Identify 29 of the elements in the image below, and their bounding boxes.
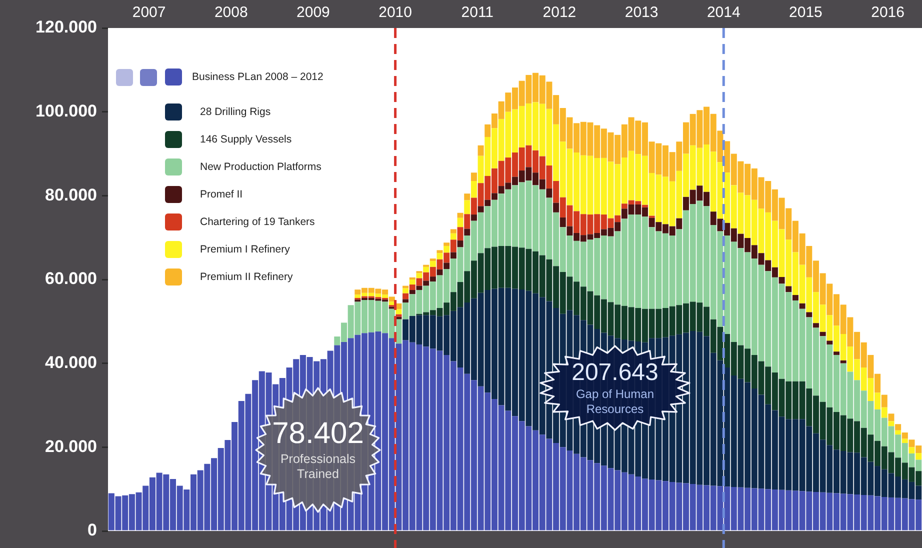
y-tick-label: 60.000 xyxy=(45,269,97,288)
legend-label: Business PLan 2008 – 2012 xyxy=(192,70,324,83)
legend-label: Chartering of 19 Tankers xyxy=(200,216,315,228)
legend-label: Premium II Refinery xyxy=(200,270,294,283)
legend-label: Premium I Refinery xyxy=(200,243,291,256)
x-tick-label: 2012 xyxy=(542,4,576,22)
x-tick-label: 2008 xyxy=(214,4,248,22)
y-tick-label: 0 xyxy=(88,520,97,540)
x-tick-label: 2013 xyxy=(624,4,658,22)
x-tick-label: 2014 xyxy=(706,4,740,22)
x-tick-label: 2015 xyxy=(789,4,822,22)
legend-label: 28 Drilling Rigs xyxy=(200,106,271,118)
x-tick-label: 2010 xyxy=(378,4,412,22)
y-tick-label: 20.000 xyxy=(45,436,97,456)
x-tick-label: 2007 xyxy=(132,4,166,22)
annotation: Professionals Trained xyxy=(279,452,357,482)
x-tick-label: 2011 xyxy=(461,4,494,22)
x-tick-label: 2016 xyxy=(871,4,904,22)
annotation: 78.402 xyxy=(272,417,364,450)
y-tick-label: 120.000 xyxy=(36,18,97,37)
y-tick-label: 40.000 xyxy=(45,353,97,372)
x-tick-label: 2009 xyxy=(296,4,330,22)
annotation: Gap of Human Resources xyxy=(574,387,656,416)
y-tick-label: 80.000 xyxy=(45,185,97,204)
annotation: 207.643 xyxy=(572,359,658,386)
legend-label: 146 Supply Vessels xyxy=(200,133,292,146)
legend-label: New Production Platforms xyxy=(200,160,322,173)
legend-label: Promef II xyxy=(200,188,243,200)
y-tick-label: 100.000 xyxy=(36,102,97,121)
